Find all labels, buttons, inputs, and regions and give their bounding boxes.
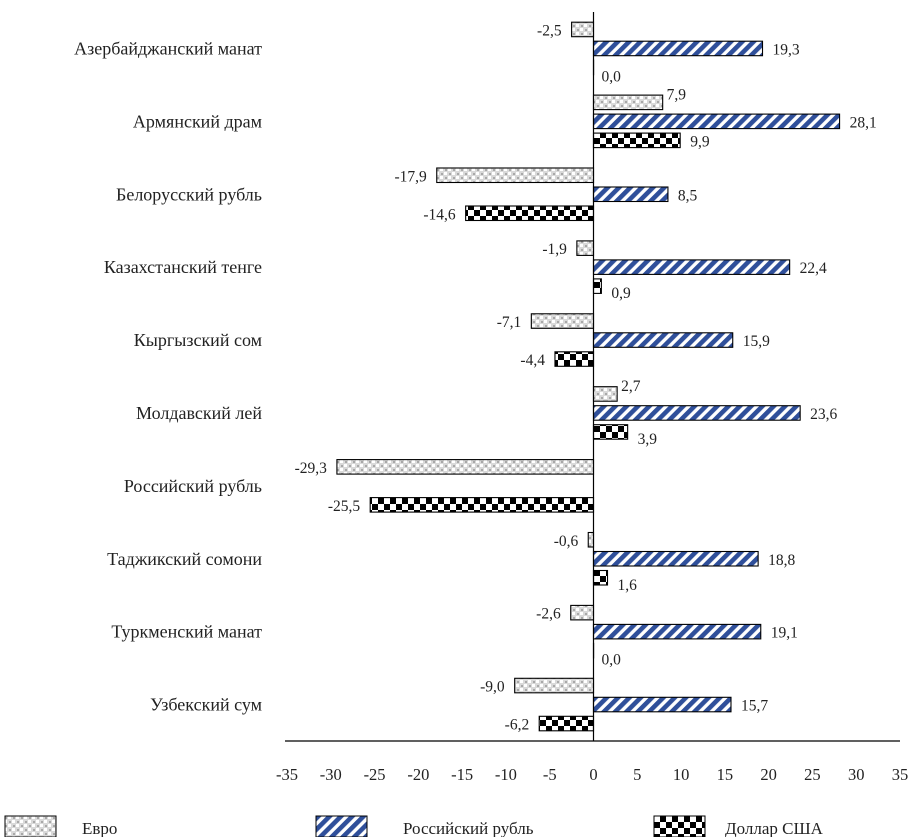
legend-label-2: Российский рубль xyxy=(403,819,534,837)
data-label: -29,3 xyxy=(295,460,328,477)
value-labels: -2,5 19,3 0,0 7,9 28,1 9,9 -17,9 8,5 -14,6 -1,9 22… xyxy=(295,22,877,733)
category-label: Молдавский лей xyxy=(136,403,262,423)
category-label: Казахстанский тенге xyxy=(104,257,262,277)
category-label: Кыргызский сом xyxy=(134,330,262,350)
data-label: -0,6 xyxy=(554,533,579,550)
x-tick-label: -20 xyxy=(407,765,429,784)
bar-1 xyxy=(592,94,664,111)
bar-1 xyxy=(570,604,595,621)
bar-1 xyxy=(592,386,618,402)
bar-3 xyxy=(592,569,609,586)
data-label: 9,9 xyxy=(690,133,710,150)
data-label: 3,9 xyxy=(638,431,658,448)
x-tick-label: -5 xyxy=(543,765,557,784)
x-tick-label: 35 xyxy=(892,765,909,784)
legend-label-3: Доллар США xyxy=(725,819,824,837)
category-label: Армянский драм xyxy=(133,111,262,131)
bar-3 xyxy=(538,715,595,732)
data-label: 8,5 xyxy=(678,187,698,204)
data-label: 19,1 xyxy=(771,625,798,642)
bar-2 xyxy=(592,259,791,275)
bar-1 xyxy=(571,21,595,38)
category-label: Туркменский манат xyxy=(111,622,262,642)
axes: -35 -30 -25 -20 -15 -10 -5 0 5 10 15 20 25 30 35 xyxy=(276,12,908,784)
bar-3 xyxy=(592,424,629,440)
data-label: 7,9 xyxy=(667,86,687,103)
x-tick-label: -30 xyxy=(320,765,342,784)
bar-3 xyxy=(592,278,602,294)
data-label: 15,7 xyxy=(741,698,768,715)
legend: Евро Российский рубль Доллар США xyxy=(4,815,824,837)
category-label: Узбекский сум xyxy=(150,695,262,715)
x-tick-label: 0 xyxy=(589,765,597,784)
category-labels: Азербайджанский манат Армянский драм Белор… xyxy=(74,38,262,714)
data-label: -17,9 xyxy=(394,168,427,185)
bar-3 xyxy=(554,351,595,367)
legend-swatch-2 xyxy=(315,815,368,837)
data-label: -6,2 xyxy=(505,717,530,734)
bar-3 xyxy=(592,132,681,149)
data-label: -1,9 xyxy=(542,241,567,258)
bar-2 xyxy=(592,550,759,567)
data-label: -7,1 xyxy=(497,314,522,331)
x-tick-label: -25 xyxy=(364,765,386,784)
data-label: 0,0 xyxy=(602,652,622,669)
bar-2 xyxy=(592,186,669,203)
data-label: 2,7 xyxy=(621,378,641,395)
bar-2 xyxy=(592,332,734,348)
bar-2 xyxy=(592,696,732,713)
data-label: 0,9 xyxy=(611,285,631,302)
data-label: 0,0 xyxy=(602,68,622,85)
x-tick-label: -35 xyxy=(276,765,298,784)
data-label: 19,3 xyxy=(773,41,800,58)
data-label: 1,6 xyxy=(618,577,638,594)
bar-2 xyxy=(592,113,841,130)
x-tick-label: 25 xyxy=(804,765,821,784)
legend-swatch-1 xyxy=(4,815,57,837)
data-label: -2,6 xyxy=(536,606,561,623)
bar-2 xyxy=(592,623,762,640)
bars xyxy=(336,21,841,732)
x-tick-label: 15 xyxy=(717,765,734,784)
bar-3 xyxy=(465,205,595,222)
bar-1 xyxy=(514,677,595,694)
bar-1 xyxy=(436,167,595,184)
category-label: Азербайджанский манат xyxy=(74,38,262,58)
legend-swatch-3 xyxy=(653,815,706,837)
data-label: -9,0 xyxy=(480,679,505,696)
category-label: Таджикский сомони xyxy=(107,549,262,569)
data-label: 28,1 xyxy=(850,114,877,131)
x-tick-label: 5 xyxy=(633,765,641,784)
bar-2 xyxy=(592,405,801,421)
data-label: 18,8 xyxy=(768,552,795,569)
data-label: 23,6 xyxy=(810,406,837,423)
x-tick-label: -15 xyxy=(451,765,473,784)
bar-3 xyxy=(369,497,595,513)
data-label: 22,4 xyxy=(800,260,827,277)
data-label: -14,6 xyxy=(423,206,456,223)
x-tick-label: 30 xyxy=(848,765,865,784)
data-label: -25,5 xyxy=(328,498,361,515)
x-tick-label: 10 xyxy=(673,765,690,784)
bar-1 xyxy=(530,313,595,329)
data-label: -4,4 xyxy=(520,352,545,369)
bar-2 xyxy=(592,40,764,57)
legend-label-1: Евро xyxy=(82,819,117,837)
category-label: Российский рубль xyxy=(124,476,262,496)
data-label: 15,9 xyxy=(743,333,770,350)
bar-1 xyxy=(587,531,595,548)
data-label: -2,5 xyxy=(537,22,562,39)
x-tick-label: -10 xyxy=(495,765,517,784)
x-tick-label: 20 xyxy=(760,765,777,784)
bar-1 xyxy=(576,240,595,256)
category-label: Белорусский рубль xyxy=(116,184,262,204)
bar-1 xyxy=(336,459,595,475)
